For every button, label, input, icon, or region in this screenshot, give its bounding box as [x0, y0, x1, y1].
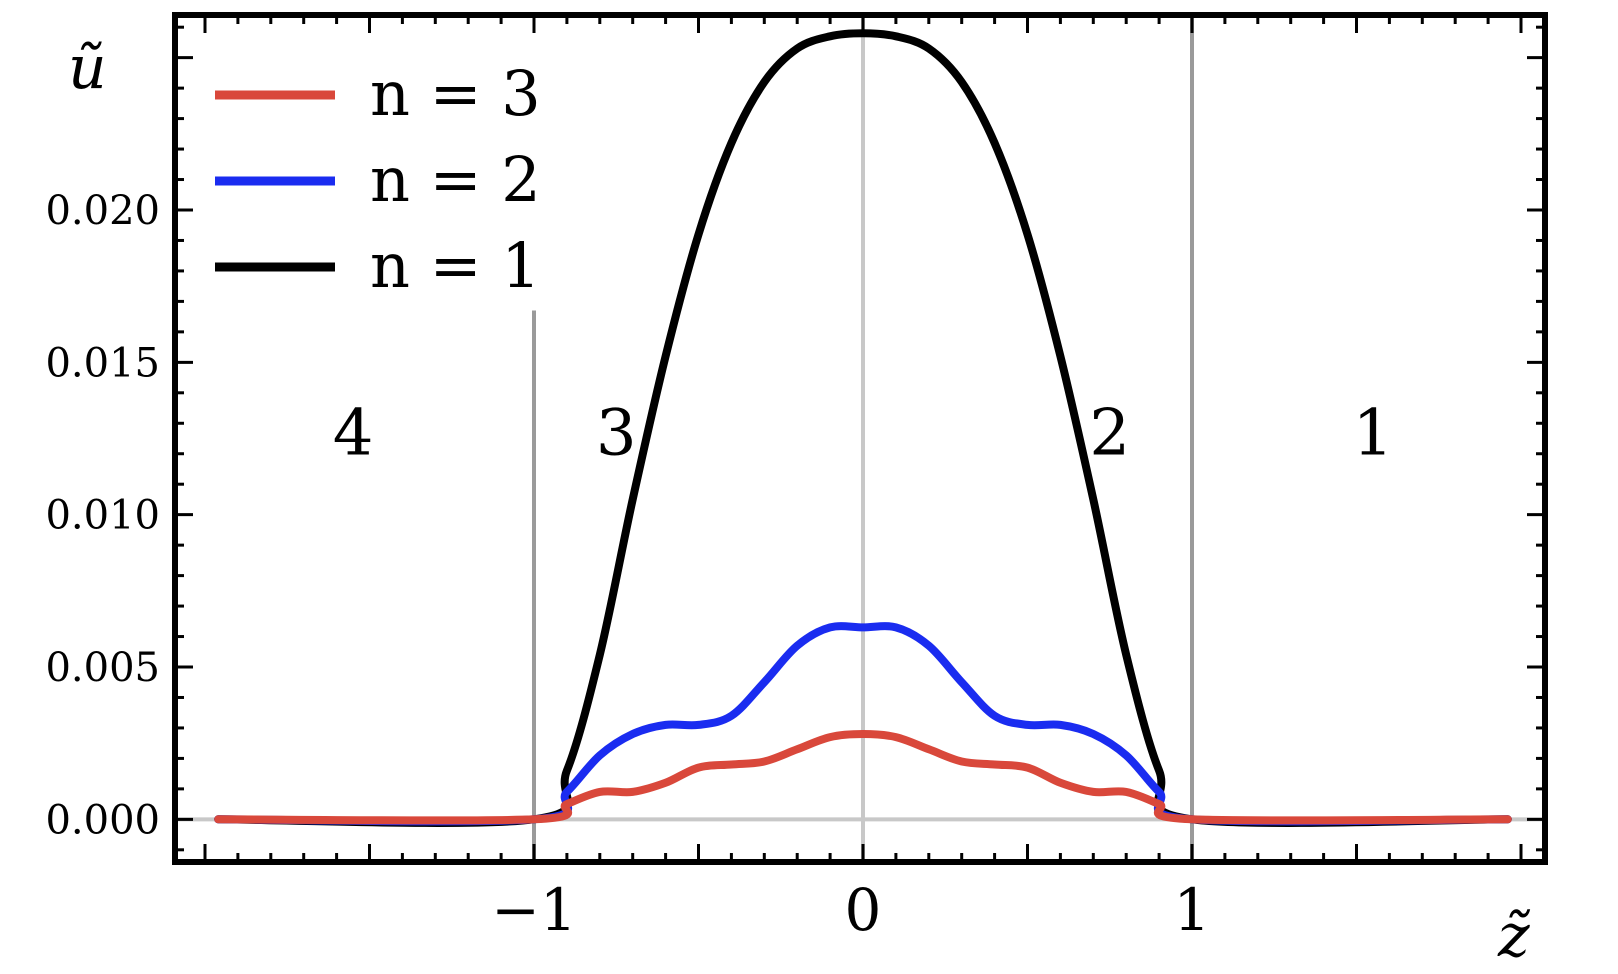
plot-frame [172, 12, 1548, 865]
plot-background [175, 15, 1545, 862]
region-labels: 4 3 2 1 [333, 396, 1394, 470]
y-tick-label: 0.010 [45, 493, 160, 539]
x-tick-label: 0 [845, 876, 882, 944]
y-tick-label: 0.000 [45, 797, 160, 843]
series-line [214, 730, 1512, 825]
y-tick-label: 0.015 [45, 340, 160, 386]
series-line [214, 29, 1512, 827]
legend-label: n = 3 [370, 57, 541, 130]
legend-label: n = 2 [370, 143, 541, 216]
tick-labels: 0.000 0.005 0.010 0.015 0.020 −1 0 1 [45, 188, 1210, 944]
x-tick-label: 1 [1174, 876, 1211, 944]
x-axis-title: z̃ [1497, 901, 1531, 971]
y-axis-title: ũ [68, 33, 107, 103]
y-tick-label: 0.020 [45, 188, 160, 234]
legend: n = 3 n = 2 n = 1 [215, 57, 541, 302]
region-label: 4 [333, 396, 374, 470]
legend-label: n = 1 [370, 229, 541, 302]
series-layer [214, 29, 1512, 827]
x-tick-label: −1 [491, 876, 577, 944]
region-label: 3 [596, 396, 637, 470]
region-label: 1 [1353, 396, 1394, 470]
y-tick-label: 0.005 [45, 645, 160, 691]
series-line [214, 622, 1512, 826]
region-label: 2 [1089, 396, 1130, 470]
